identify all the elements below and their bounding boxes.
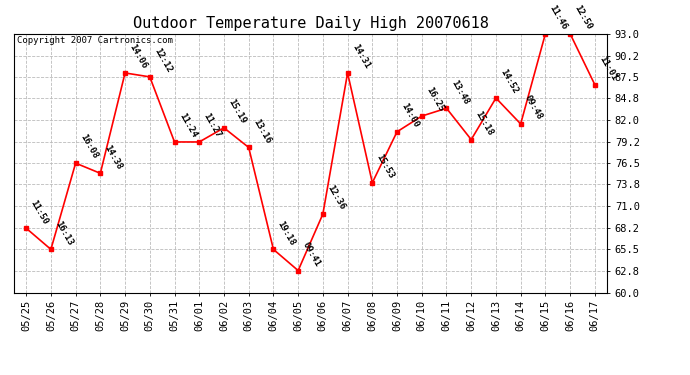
Text: 11:46: 11:46 <box>548 4 569 32</box>
Title: Outdoor Temperature Daily High 20070618: Outdoor Temperature Daily High 20070618 <box>132 16 489 31</box>
Text: 19:18: 19:18 <box>276 219 297 247</box>
Text: 14:06: 14:06 <box>128 43 149 70</box>
Text: 12:50: 12:50 <box>573 4 594 32</box>
Text: 14:00: 14:00 <box>400 102 421 129</box>
Text: 11:50: 11:50 <box>29 198 50 226</box>
Text: 13:48: 13:48 <box>449 78 470 106</box>
Text: 14:52: 14:52 <box>498 68 520 96</box>
Text: 14:38: 14:38 <box>103 143 124 171</box>
Text: 11:27: 11:27 <box>201 112 223 140</box>
Text: 14:31: 14:31 <box>350 43 371 70</box>
Text: 11:01: 11:01 <box>598 55 618 82</box>
Text: 09:41: 09:41 <box>301 240 322 268</box>
Text: 12:36: 12:36 <box>326 184 346 212</box>
Text: Copyright 2007 Cartronics.com: Copyright 2007 Cartronics.com <box>17 36 172 45</box>
Text: 12:12: 12:12 <box>152 47 173 75</box>
Text: 16:08: 16:08 <box>78 133 99 161</box>
Text: 16:13: 16:13 <box>53 219 75 247</box>
Text: 11:24: 11:24 <box>177 112 198 140</box>
Text: 15:53: 15:53 <box>375 153 396 180</box>
Text: 15:18: 15:18 <box>474 110 495 137</box>
Text: 09:48: 09:48 <box>523 94 544 122</box>
Text: 15:19: 15:19 <box>226 98 248 126</box>
Text: 13:16: 13:16 <box>251 117 273 145</box>
Text: 16:25: 16:25 <box>424 86 446 114</box>
